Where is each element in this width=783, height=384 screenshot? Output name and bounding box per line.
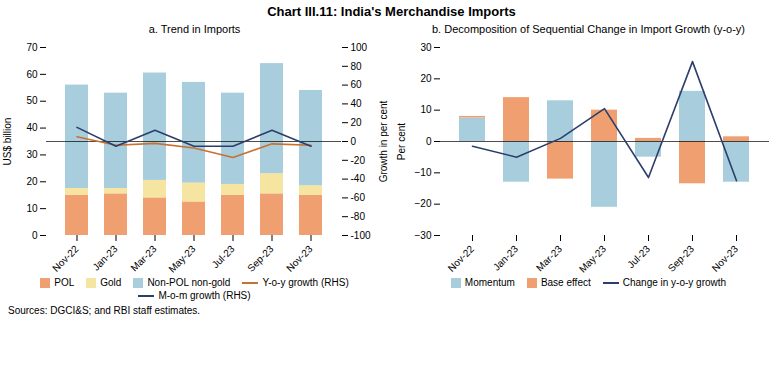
svg-text:Sep-23: Sep-23: [666, 243, 697, 274]
svg-text:−10: −10: [415, 167, 432, 178]
svg-text:50: 50: [26, 95, 38, 106]
svg-text:Growth in per cent: Growth in per cent: [378, 100, 389, 182]
svg-text:Mar-23: Mar-23: [534, 243, 564, 273]
html-text:Momentum: Momentum: [464, 277, 515, 288]
svg-text:20: 20: [351, 117, 363, 128]
svg-text:Jan-23: Jan-23: [491, 243, 521, 273]
svg-text:40: 40: [351, 98, 363, 109]
svg-text:-40: -40: [351, 173, 366, 184]
svg-text:-20: -20: [351, 155, 366, 166]
svg-text:0: 0: [351, 136, 357, 147]
svg-text:30: 30: [26, 149, 38, 160]
svg-text:40: 40: [26, 122, 38, 133]
html-text:a. Trend in Imports: a. Trend in Imports: [148, 23, 241, 35]
html-text:Gold: Gold: [100, 277, 122, 288]
svg-text:-60: -60: [351, 192, 366, 203]
html-text:Change in y-o-y growth: Change in y-o-y growth: [622, 277, 727, 288]
svg-text:70: 70: [26, 42, 38, 53]
svg-text:Jul-23: Jul-23: [210, 243, 237, 270]
svg-text:30: 30: [420, 42, 432, 53]
svg-text:Nov-22: Nov-22: [50, 243, 81, 274]
svg-text:Nov-23: Nov-23: [284, 243, 315, 274]
svg-text:Per cent: Per cent: [396, 123, 407, 160]
svg-text:May-23: May-23: [166, 243, 198, 275]
svg-text:60: 60: [351, 79, 363, 90]
html-text:Y-o-y growth (RHS): Y-o-y growth (RHS): [262, 277, 349, 288]
html-text:Sources: DGCI&S; and RBI staff: Sources: DGCI&S; and RBI staff estimates…: [8, 305, 201, 316]
html-text:Base effect: Base effect: [540, 277, 591, 288]
svg-text:80: 80: [351, 61, 363, 72]
svg-text:Nov-22: Nov-22: [446, 243, 477, 274]
svg-text:20: 20: [420, 73, 432, 84]
svg-text:−20: −20: [415, 198, 432, 209]
svg-text:Sep-23: Sep-23: [245, 243, 276, 274]
html-text:POL: POL: [54, 277, 75, 288]
html-text:Chart III.11: India's Merchand: Chart III.11: India's Merchandise Import…: [267, 4, 516, 19]
svg-text:-80: -80: [351, 211, 366, 222]
html-text:M-o-m growth (RHS): M-o-m growth (RHS): [158, 290, 251, 301]
svg-text:Jan-23: Jan-23: [90, 243, 120, 273]
svg-text:20: 20: [26, 176, 38, 187]
svg-text:60: 60: [26, 69, 38, 80]
svg-text:-100: -100: [351, 230, 371, 241]
svg-text:0: 0: [32, 230, 38, 241]
html-text:Non-POL non-gold: Non-POL non-gold: [147, 277, 231, 288]
svg-text:US$ billion: US$ billion: [2, 118, 13, 166]
html-text:b. Decomposition of Sequential: b. Decomposition of Sequential Change in…: [432, 23, 745, 35]
svg-text:May-23: May-23: [577, 243, 609, 275]
svg-text:100: 100: [351, 42, 368, 53]
svg-text:10: 10: [26, 203, 38, 214]
svg-text:−30: −30: [415, 230, 432, 241]
svg-text:10: 10: [420, 104, 432, 115]
svg-text:Nov-23: Nov-23: [710, 243, 741, 274]
svg-text:Jul-23: Jul-23: [625, 243, 652, 270]
svg-text:0: 0: [426, 136, 432, 147]
svg-text:Mar-23: Mar-23: [128, 243, 158, 273]
